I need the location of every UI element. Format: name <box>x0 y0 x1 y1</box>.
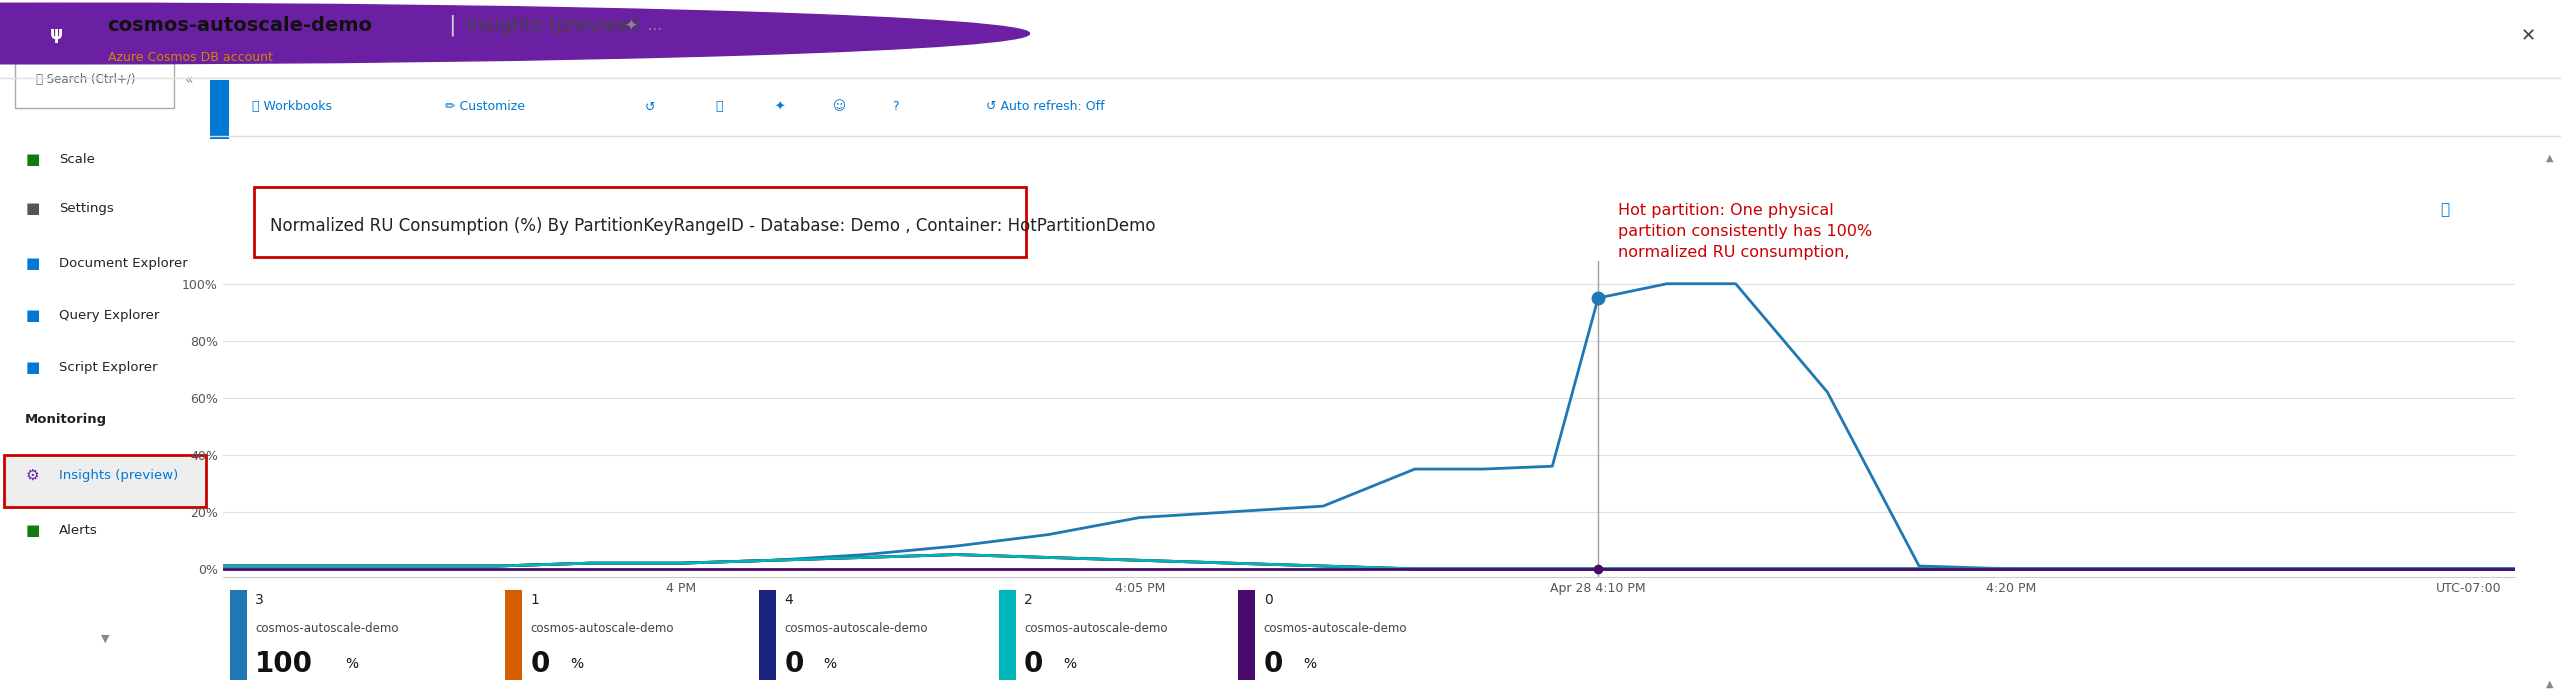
Text: 0: 0 <box>1263 593 1273 607</box>
Text: 📌: 📌 <box>2441 203 2451 218</box>
FancyBboxPatch shape <box>15 56 174 108</box>
Text: ⚙: ⚙ <box>26 468 38 483</box>
Text: %: % <box>569 657 584 671</box>
Text: Insights (preview): Insights (preview) <box>466 16 640 35</box>
Bar <box>758 591 776 680</box>
Text: ▲: ▲ <box>2546 679 2553 688</box>
Text: cosmos-autoscale-demo: cosmos-autoscale-demo <box>256 622 400 635</box>
FancyBboxPatch shape <box>5 455 205 507</box>
Text: ψ: ψ <box>49 24 64 42</box>
Text: Query Explorer: Query Explorer <box>59 310 159 322</box>
Text: cosmos-autoscale-demo: cosmos-autoscale-demo <box>108 16 371 35</box>
Text: %: % <box>1304 657 1316 671</box>
Text: ■: ■ <box>26 201 38 216</box>
Text: Monitoring: Monitoring <box>26 414 108 426</box>
Text: 1: 1 <box>530 593 540 607</box>
Text: ▲: ▲ <box>2546 153 2553 162</box>
Text: 🔍 Search (Ctrl+/): 🔍 Search (Ctrl+/) <box>36 74 136 86</box>
Circle shape <box>0 3 1030 64</box>
Text: 0: 0 <box>1263 650 1283 679</box>
Text: cosmos-autoscale-demo: cosmos-autoscale-demo <box>1024 622 1168 635</box>
Text: ■: ■ <box>26 308 38 323</box>
Text: ☺: ☺ <box>832 101 845 113</box>
Text: ✦  ...: ✦ ... <box>625 18 661 33</box>
Bar <box>999 591 1017 680</box>
Text: «: « <box>184 73 192 87</box>
Bar <box>505 591 522 680</box>
Text: ■: ■ <box>26 523 38 539</box>
Text: 100: 100 <box>256 650 312 679</box>
Text: cosmos-autoscale-demo: cosmos-autoscale-demo <box>784 622 927 635</box>
Bar <box>230 591 246 680</box>
Text: ↺: ↺ <box>645 101 656 113</box>
Text: 2: 2 <box>1024 593 1032 607</box>
Text: Azure Cosmos DB account: Azure Cosmos DB account <box>108 51 271 64</box>
Text: %: % <box>1063 657 1076 671</box>
Bar <box>1240 591 1255 680</box>
Text: Document Explorer: Document Explorer <box>59 257 187 270</box>
Text: 0: 0 <box>530 650 551 679</box>
Text: 3: 3 <box>256 593 264 607</box>
Text: ■: ■ <box>26 152 38 167</box>
Text: ■: ■ <box>26 360 38 375</box>
Text: Hot partition: One physical
partition consistently has 100%
normalized RU consum: Hot partition: One physical partition co… <box>1619 203 1872 280</box>
Text: 📗 Workbooks: 📗 Workbooks <box>254 101 333 113</box>
Text: ■: ■ <box>26 256 38 271</box>
Text: %: % <box>825 657 837 671</box>
Text: ?: ? <box>891 101 899 113</box>
Text: Script Explorer: Script Explorer <box>59 362 156 374</box>
Text: ✕: ✕ <box>2520 27 2535 45</box>
Text: Insights (preview): Insights (preview) <box>59 469 179 482</box>
Text: %: % <box>346 657 359 671</box>
Text: cosmos-autoscale-demo: cosmos-autoscale-demo <box>1263 622 1409 635</box>
Text: |: | <box>448 15 456 36</box>
Text: ✏ Customize: ✏ Customize <box>446 101 525 113</box>
Text: cosmos-autoscale-demo: cosmos-autoscale-demo <box>530 622 674 635</box>
Text: Normalized RU Consumption (%) By PartitionKeyRangeID - Database: Demo , Containe: Normalized RU Consumption (%) By Partiti… <box>269 217 1155 235</box>
Text: ▼: ▼ <box>100 634 110 643</box>
Text: 0: 0 <box>784 650 804 679</box>
Text: Scale: Scale <box>59 153 95 166</box>
Text: 0: 0 <box>1024 650 1042 679</box>
Text: ✦: ✦ <box>773 101 784 113</box>
Bar <box>210 80 228 139</box>
Text: Alerts: Alerts <box>59 525 97 537</box>
Text: Settings: Settings <box>59 202 113 214</box>
Text: 4: 4 <box>784 593 794 607</box>
Text: ↺ Auto refresh: Off: ↺ Auto refresh: Off <box>986 101 1104 113</box>
Text: 🔔: 🔔 <box>715 101 722 113</box>
